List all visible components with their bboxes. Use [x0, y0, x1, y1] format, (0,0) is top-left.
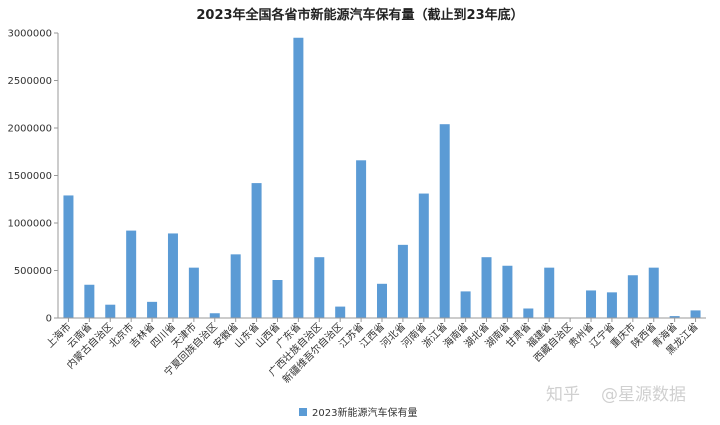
watermark-platform: 知乎 [546, 385, 580, 405]
bar [648, 267, 659, 318]
legend-swatch [299, 408, 307, 416]
y-tick-label: 2000000 [7, 124, 52, 135]
y-axis: 0 500000 1000000 1500000 2000000 2500000 30000… [7, 29, 59, 325]
bar [251, 183, 262, 318]
bar [147, 301, 158, 318]
y-tick-label: 0 [46, 314, 52, 325]
bar [502, 265, 513, 318]
bar-group [63, 37, 701, 318]
bar [606, 292, 617, 318]
bar [126, 230, 137, 318]
y-tick-label: 2500000 [7, 76, 52, 87]
y-tick-label: 500000 [14, 266, 52, 277]
bar [293, 37, 304, 318]
bar [669, 316, 680, 318]
y-tick-label: 1000000 [7, 219, 52, 230]
bar [481, 257, 492, 318]
bar [690, 310, 701, 318]
x-axis: 上海市云南省内蒙古自治区北京市吉林省四川省天津市宁夏回族自治区安徽省山东省山西省… [43, 317, 706, 386]
bar [167, 233, 178, 318]
bar [397, 244, 408, 318]
bar [544, 267, 555, 318]
bar [523, 308, 534, 318]
bar [188, 267, 199, 318]
bar [586, 290, 597, 318]
bar [84, 284, 95, 318]
bar [460, 291, 471, 318]
bar [209, 313, 220, 318]
bar [356, 160, 367, 318]
bar [63, 195, 74, 318]
bar [105, 304, 116, 318]
bar [335, 306, 346, 318]
bar [627, 275, 638, 318]
watermark-author: @星源数据 [601, 385, 686, 405]
bar [230, 254, 241, 318]
bar [439, 124, 450, 318]
y-tick-label: 3000000 [7, 29, 52, 40]
bar [377, 283, 387, 318]
bar [272, 280, 283, 318]
bar [418, 193, 429, 318]
bar [314, 257, 325, 318]
chart-title: 2023年全国各省市新能源汽车保有量（截止到23年底） [196, 7, 523, 23]
watermark: 知乎 @星源数据 [546, 385, 686, 405]
y-tick-label: 1500000 [7, 171, 52, 182]
legend: 2023新能源汽车保有量 [299, 406, 417, 419]
legend-label: 2023新能源汽车保有量 [312, 406, 417, 419]
